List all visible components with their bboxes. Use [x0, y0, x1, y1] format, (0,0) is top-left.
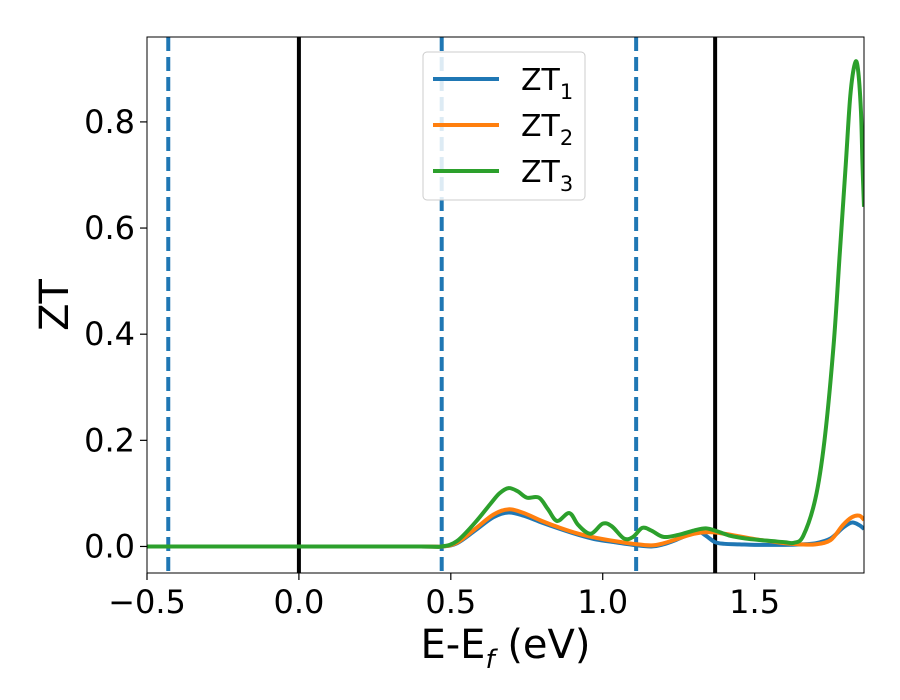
axes-frame [146, 36, 865, 574]
y-tick-label: 0.0 [84, 527, 135, 565]
legend-label-zt1: ZT1 [521, 63, 573, 104]
x-axis-ticks: −0.5 0.0 0.5 1.0 1.5 [108, 573, 780, 621]
x-tick-label: 0.5 [425, 583, 476, 621]
y-tick-label: 0.4 [84, 315, 135, 353]
x-tick-label: 1.5 [729, 583, 780, 621]
x-axis-label-unit: (eV) [495, 622, 591, 668]
x-axis-label-main: E-E [420, 622, 485, 668]
y-axis-ticks: 0.0 0.2 0.4 0.6 0.8 [84, 103, 147, 565]
y-axis-label: ZT [32, 279, 78, 331]
x-tick-label: −0.5 [108, 583, 186, 621]
y-tick-label: 0.2 [84, 421, 135, 459]
legend-label-zt2: ZT2 [521, 109, 573, 150]
x-tick-label: 0.0 [273, 583, 324, 621]
legend: ZT1 ZT2 ZT3 [422, 51, 586, 201]
series-line-zt2 [147, 507, 864, 549]
series-lines [147, 59, 864, 549]
legend-label-zt3: ZT3 [521, 155, 573, 196]
y-tick-label: 0.6 [84, 209, 135, 247]
series-line-zt3 [147, 59, 864, 549]
y-tick-label: 0.8 [84, 103, 135, 141]
legend-box [422, 51, 586, 201]
x-tick-label: 1.0 [577, 583, 628, 621]
x-axis-label: E-Ef (eV) [420, 622, 590, 675]
